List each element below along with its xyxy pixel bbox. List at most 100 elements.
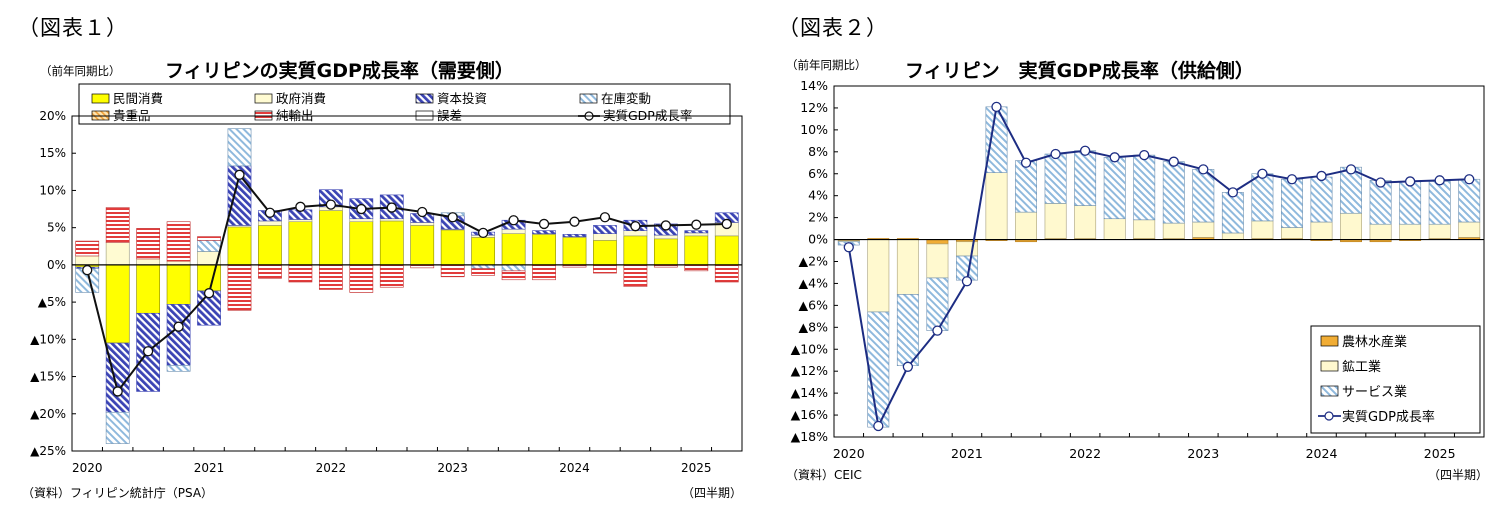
fig2-bar-mining-2021Q4 bbox=[1044, 203, 1067, 239]
fig2-y-tick-label: ▲10% bbox=[791, 341, 829, 356]
figure2-legend: 農林水産業 鉱工業 サービス業 実質GDP成長率 bbox=[1310, 325, 1481, 434]
legend-swatch-investment bbox=[415, 93, 434, 104]
fig1-bar-private_consumption-2022Q2 bbox=[349, 221, 374, 266]
fig1-bar-investment-2020Q2 bbox=[105, 342, 130, 413]
figure1-label: （図表１） bbox=[18, 16, 128, 40]
fig1-y-tick-label: ▲25% bbox=[30, 444, 66, 458]
fig1-bar-government_consumption-2022Q3 bbox=[379, 218, 404, 222]
fig1-bar-government_consumption-2022Q4 bbox=[410, 222, 435, 226]
fig2-y-tick-label: 2% bbox=[808, 210, 828, 225]
fig2-gdp-point-2023Q2 bbox=[1227, 187, 1239, 198]
fig2-gdp-point-2021Q2 bbox=[991, 101, 1002, 112]
fig2-y-tick-label: ▲16% bbox=[791, 407, 829, 422]
fig1-bar-government_consumption-2020Q3 bbox=[136, 258, 161, 266]
fig2-bar-mining-2020Q3 bbox=[896, 239, 919, 295]
fig1-x-tick-label: 2023 bbox=[437, 461, 468, 475]
fig1-bar-net_exports-2024Q3 bbox=[623, 264, 648, 287]
fig2-y-tick-label: ▲2% bbox=[799, 254, 829, 269]
fig1-bar-government_consumption-2024Q2 bbox=[593, 233, 617, 241]
fig1-bar-private_consumption-2020Q4 bbox=[166, 264, 191, 305]
legend-private-consumption: 民間消費 bbox=[113, 91, 163, 106]
fig1-bar-net_exports-2025Q1 bbox=[684, 264, 709, 272]
fig2-gdp-point-2021Q3 bbox=[1020, 157, 1032, 168]
fig1-gdp-point-2022Q4 bbox=[417, 206, 428, 218]
fig2-y-tick-label: 6% bbox=[808, 166, 828, 181]
fig1-bar-government_consumption-2025Q1 bbox=[684, 232, 709, 237]
fig2-bar-mining-2023Q2 bbox=[1221, 232, 1244, 240]
fig2-gdp-point-2021Q1 bbox=[961, 276, 973, 287]
fig2-bar-mining-2023Q3 bbox=[1251, 220, 1274, 239]
fig2-bar-mining-2024Q1 bbox=[1310, 221, 1333, 240]
fig1-x-tick-label: 2020 bbox=[72, 461, 103, 475]
fig1-bar-net_exports-2021Q3 bbox=[258, 264, 282, 279]
legend-agri: 農林水産業 bbox=[1342, 334, 1407, 350]
fig1-gdp-point-2025Q2 bbox=[721, 218, 732, 230]
fig1-gdp-point-2020Q4 bbox=[173, 321, 184, 332]
fig1-bar-private_consumption-2020Q2 bbox=[105, 264, 130, 344]
fig2-y-tick-label: 12% bbox=[800, 100, 828, 115]
fig2-y-tick-label: 14% bbox=[800, 78, 828, 93]
fig2-bar-services-2022Q2 bbox=[1103, 156, 1126, 220]
fig2-bar-mining-2022Q3 bbox=[1133, 219, 1156, 239]
fig2-bar-services-2021Q3 bbox=[1015, 160, 1037, 213]
fig1-bar-inventory-2021Q1 bbox=[197, 240, 221, 252]
fig1-y-tick-label: 15% bbox=[39, 146, 66, 160]
fig1-bar-private_consumption-2021Q4 bbox=[288, 221, 313, 266]
legend-gdp2: 実質GDP成長率 bbox=[1342, 409, 1435, 425]
fig2-bar-mining-2025Q1 bbox=[1428, 223, 1451, 239]
fig2-gdp-point-2023Q3 bbox=[1257, 168, 1268, 179]
fig2-bar-mining-2021Q1 bbox=[956, 241, 978, 257]
fig1-bar-investment-2023Q4 bbox=[532, 230, 556, 234]
fig2-gdp-point-2020Q3 bbox=[902, 361, 914, 372]
fig1-gdp-point-2021Q4 bbox=[295, 201, 306, 212]
fig2-bar-mining-2024Q2 bbox=[1340, 212, 1362, 240]
fig1-bar-net_exports-2021Q1 bbox=[197, 236, 221, 241]
fig1-bar-inventory-2023Q3 bbox=[501, 264, 526, 272]
fig1-gdp-point-2025Q1 bbox=[691, 219, 702, 230]
fig1-gdp-point-2020Q2 bbox=[112, 386, 123, 397]
fig2-bar-agri-2020Q4 bbox=[926, 239, 949, 245]
fig1-bar-net_exports-2022Q1 bbox=[318, 264, 343, 290]
fig2-bar-services-2023Q3 bbox=[1251, 173, 1274, 222]
fig1-bar-investment-2025Q1 bbox=[684, 230, 709, 234]
figure2-unit: （前年同期比） bbox=[786, 58, 867, 72]
figure1-unit: （前年同期比） bbox=[40, 64, 121, 78]
fig1-bar-private_consumption-2023Q3 bbox=[501, 233, 526, 266]
fig2-y-tick-label: 4% bbox=[808, 188, 828, 203]
fig1-bar-net_exports-2021Q2 bbox=[227, 264, 252, 311]
fig2-y-tick-label: ▲18% bbox=[791, 429, 829, 444]
fig2-bar-services-2022Q4 bbox=[1162, 161, 1185, 224]
fig1-bar-private_consumption-2021Q1 bbox=[197, 264, 221, 292]
fig1-gdp-point-2023Q3 bbox=[508, 215, 519, 226]
fig1-bar-private_consumption-2022Q4 bbox=[410, 225, 435, 266]
fig1-bar-net_exports-2024Q2 bbox=[593, 264, 617, 274]
fig1-x-tick-label: 2025 bbox=[681, 461, 712, 475]
fig1-bar-investment-2024Q1 bbox=[562, 234, 587, 237]
fig2-gdp-point-2020Q2 bbox=[873, 420, 884, 432]
fig1-y-tick-label: ▲20% bbox=[30, 407, 66, 421]
fig1-bar-private_consumption-2023Q1 bbox=[440, 229, 465, 266]
fig1-bar-private_consumption-2021Q3 bbox=[258, 225, 282, 266]
fig1-x-tick-label: 2024 bbox=[559, 461, 590, 475]
fig1-x-tick-label: 2021 bbox=[194, 461, 225, 475]
fig1-bar-net_exports-2023Q1 bbox=[440, 264, 465, 278]
fig1-bar-private_consumption-2024Q4 bbox=[653, 238, 678, 266]
fig2-gdp-point-2023Q1 bbox=[1198, 164, 1209, 175]
fig1-bar-government_consumption-2024Q4 bbox=[653, 234, 678, 240]
figure1-title: フィリピンの実質GDP成長率（需要側） bbox=[165, 60, 514, 82]
fig1-bar-net_exports-2020Q1 bbox=[75, 240, 100, 257]
fig1-bar-private_consumption-2025Q2 bbox=[714, 235, 739, 266]
fig1-y-tick-label: 10% bbox=[39, 183, 66, 197]
fig1-gdp-point-2024Q4 bbox=[660, 220, 672, 231]
fig1-bar-government_consumption-2023Q3 bbox=[501, 228, 526, 234]
legend-swatch-government-consumption bbox=[254, 93, 273, 104]
fig2-bar-services-2025Q1 bbox=[1428, 181, 1451, 225]
figure1-plot: 20% 15% 10% 5% 0% ▲5% ▲10% ▲15% ▲20% ▲25% 2020 2021… bbox=[30, 109, 743, 475]
figure1-legend: 民間消費 政府消費 資本投資 在庫変動 貴重品 純輸出 誤差 実質GDP成長率 bbox=[78, 83, 731, 125]
fig1-gdp-point-2020Q1 bbox=[82, 264, 93, 276]
fig2-bar-mining-2022Q4 bbox=[1162, 222, 1185, 239]
fig1-bar-private_consumption-2021Q2 bbox=[227, 226, 252, 266]
fig1-gdp-point-2023Q4 bbox=[538, 218, 550, 230]
fig2-bar-mining-2020Q4 bbox=[926, 243, 949, 279]
legend-government-consumption: 政府消費 bbox=[276, 91, 326, 106]
